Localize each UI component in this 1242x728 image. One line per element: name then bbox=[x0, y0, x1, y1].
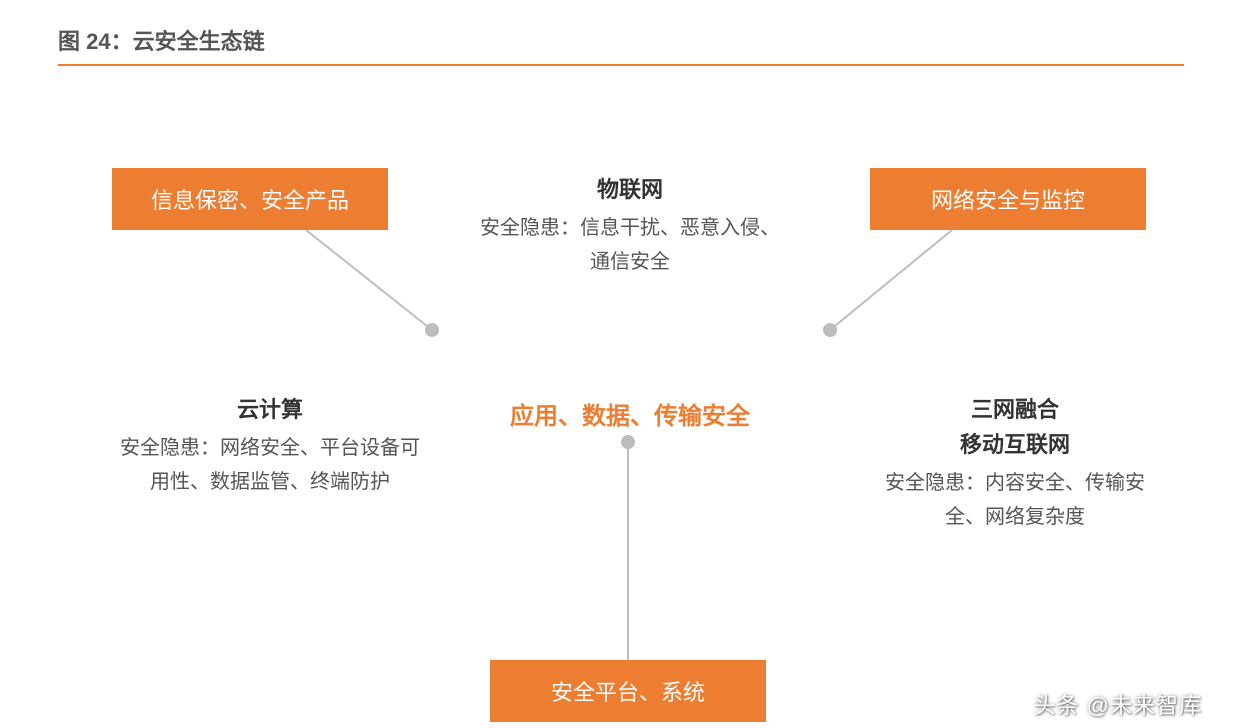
node-cloud-computing: 云计算 安全隐患：网络安全、平台设备可用性、数据监管、终端防护 bbox=[120, 392, 420, 499]
node-heading: 云计算 bbox=[120, 392, 420, 427]
edge-top-right bbox=[830, 230, 952, 330]
node-iot: 物联网 安全隐患：信息干扰、恶意入侵、通信安全 bbox=[480, 172, 780, 279]
edge-top-right-dot bbox=[823, 323, 837, 337]
edge-bottom-dot bbox=[621, 435, 635, 449]
node-label: 安全平台、系统 bbox=[551, 675, 705, 707]
node-heading: 物联网 bbox=[480, 172, 780, 207]
watermark: 头条 @未来智库 bbox=[1034, 688, 1202, 720]
node-info-security-products: 信息保密、安全产品 bbox=[112, 168, 388, 230]
node-body: 安全隐患：网络安全、平台设备可用性、数据监管、终端防护 bbox=[120, 431, 420, 499]
node-label: 网络安全与监控 bbox=[931, 183, 1085, 215]
node-triple-network: 三网融合 移动互联网 安全隐患：内容安全、传输安全、网络复杂度 bbox=[870, 392, 1160, 534]
center-label: 应用、数据、传输安全 bbox=[510, 396, 750, 431]
node-body: 安全隐患：信息干扰、恶意入侵、通信安全 bbox=[480, 211, 780, 279]
node-security-platform-system: 安全平台、系统 bbox=[490, 660, 766, 722]
node-heading: 三网融合 移动互联网 bbox=[870, 392, 1160, 462]
node-label: 信息保密、安全产品 bbox=[151, 183, 349, 215]
figure-title: 图 24：云安全生态链 bbox=[58, 24, 265, 56]
node-body: 安全隐患：内容安全、传输安全、网络复杂度 bbox=[870, 466, 1160, 534]
edge-top-left bbox=[306, 230, 432, 330]
diagram-canvas: 信息保密、安全产品 物联网 安全隐患：信息干扰、恶意入侵、通信安全 网络安全与监… bbox=[0, 64, 1242, 728]
node-network-security-monitoring: 网络安全与监控 bbox=[870, 168, 1146, 230]
edge-top-left-dot bbox=[425, 323, 439, 337]
